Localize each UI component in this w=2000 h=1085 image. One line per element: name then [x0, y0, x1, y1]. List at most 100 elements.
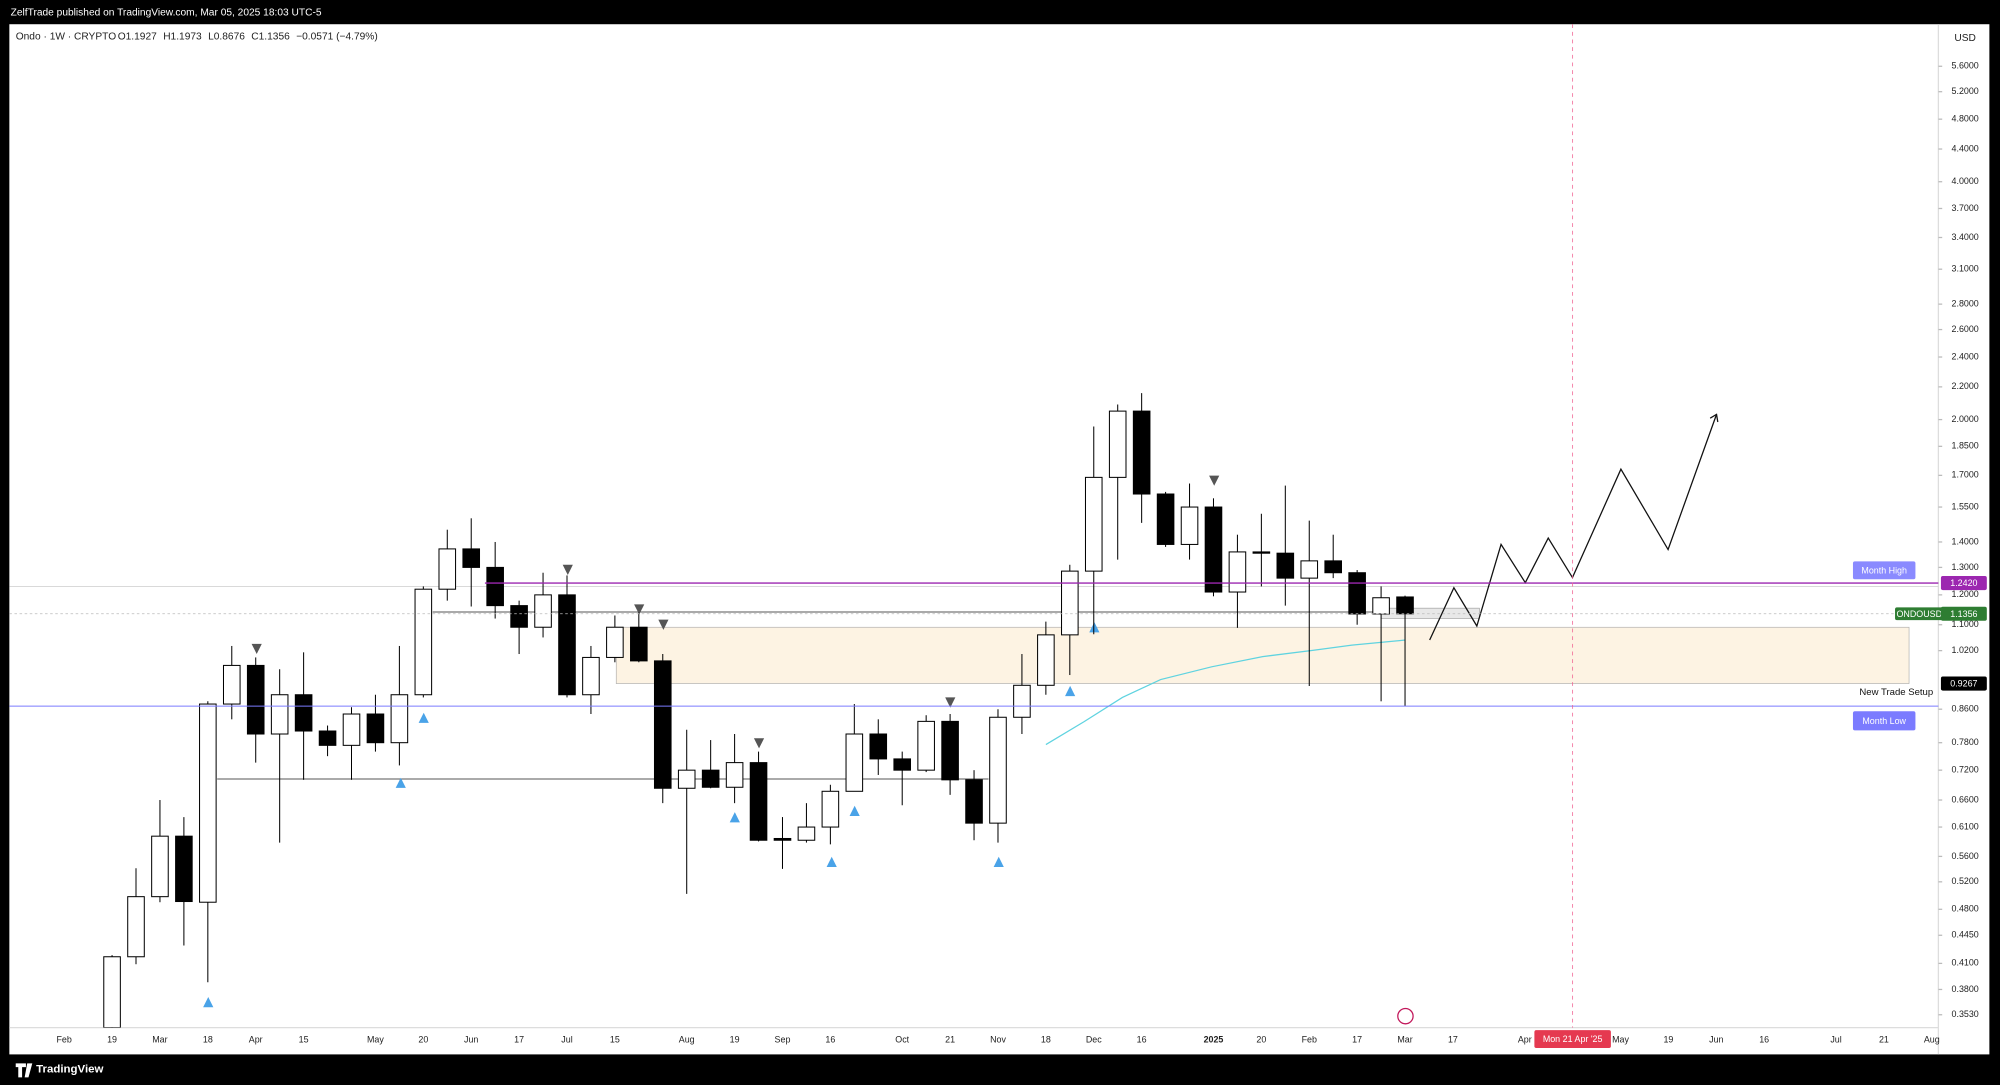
candle-body: [1228, 551, 1247, 593]
candle-body: [989, 716, 1007, 824]
candle-body: [1396, 596, 1414, 615]
signal-up: [729, 812, 740, 823]
level-name-bg: [1895, 607, 1944, 621]
crosshair-label-bg: [1534, 1030, 1611, 1049]
candle-body: [749, 762, 768, 841]
x-tick-label: 19: [730, 1035, 740, 1045]
candle-body: [797, 826, 816, 841]
signal-down: [251, 643, 262, 655]
x-tick-label: Apr: [1518, 1035, 1532, 1045]
level-name: Month High: [1861, 565, 1907, 575]
x-tick-label: 21: [945, 1035, 955, 1045]
y-tick-label: 0.4100: [1952, 958, 1979, 968]
candle-body: [653, 660, 672, 789]
candle-body: [414, 588, 433, 696]
y-tick-label: 1.3000: [1952, 562, 1979, 572]
y-tick-label: 3.1000: [1952, 264, 1979, 274]
candle-body: [821, 790, 840, 828]
candle-body: [1132, 410, 1151, 495]
signal-down: [658, 619, 669, 630]
candle-body: [917, 720, 935, 771]
signal-up: [395, 777, 406, 788]
signal-up: [826, 856, 837, 867]
candle-body: [773, 837, 792, 841]
candle-body: [246, 664, 265, 735]
plot-background: [9, 24, 1990, 1055]
x-tick-label: Feb: [56, 1035, 71, 1045]
ohlc-value: −0.0571 (−4.79%): [296, 32, 378, 43]
signal-up: [1089, 622, 1100, 633]
y-tick-label: 0.3800: [1952, 984, 1979, 994]
ohlc-value: H1.1973: [163, 32, 202, 43]
moving-average: [1045, 639, 1406, 746]
level-price-bg: [1940, 676, 1987, 691]
y-tick-label: 3.4000: [1952, 232, 1979, 242]
candle-body: [127, 896, 145, 958]
x-tick-label: 18: [1041, 1035, 1051, 1045]
projection-path: [1429, 414, 1718, 641]
x-tick-label: 20: [1256, 1035, 1266, 1045]
signal-down: [945, 697, 956, 708]
x-tick-label: May: [367, 1035, 384, 1045]
x-tick-label: Dec: [1086, 1035, 1102, 1045]
brand-logo: [15, 1063, 33, 1078]
candle-body: [677, 769, 696, 789]
x-tick-label: Jul: [1830, 1035, 1841, 1045]
y-tick-label: 2.2000: [1952, 381, 1979, 391]
y-tick-label: 1.5500: [1952, 501, 1979, 511]
y-tick-label: 0.6600: [1952, 794, 1979, 804]
signal-down: [634, 604, 645, 615]
candle-body: [342, 713, 361, 746]
candle-body: [1037, 634, 1055, 686]
symbol: Ondo · 1W · CRYPTO: [16, 32, 116, 43]
x-tick-label: Apr: [249, 1035, 263, 1045]
level-price-bg: [1940, 576, 1987, 591]
candle-body: [1013, 684, 1031, 718]
x-tick-label: 17: [1448, 1035, 1458, 1045]
candle-body: [1324, 560, 1342, 574]
candle-body: [510, 605, 528, 628]
setup-zone: [615, 626, 1910, 684]
x-tick-label: Sep: [775, 1035, 791, 1045]
event-icon[interactable]: [1397, 1007, 1414, 1025]
candle-body: [390, 694, 409, 744]
x-tick-label: Mar: [1397, 1035, 1412, 1045]
level-price: 1.2420: [1950, 578, 1977, 588]
candle-body: [438, 548, 457, 590]
level-name: New Trade Setup: [1859, 687, 1933, 698]
candle-body: [103, 956, 121, 1028]
candle-body: [1204, 506, 1223, 593]
x-tick-label: Mar: [152, 1035, 167, 1045]
y-tick-label: 4.8000: [1952, 114, 1979, 124]
publisher: ZelfTrade published on TradingView.com, …: [11, 7, 322, 18]
candle-body: [151, 835, 169, 898]
y-tick-label: 1.7000: [1952, 470, 1979, 480]
y-tick-label: 5.2000: [1952, 86, 1979, 96]
y-tick-label: 1.2000: [1952, 589, 1979, 599]
signal-down: [1209, 475, 1220, 486]
brand: TradingView: [36, 1064, 103, 1076]
level-price: 0.9267: [1950, 679, 1977, 689]
y-tick-label: 0.5200: [1952, 876, 1979, 886]
y-tick-label: 0.3530: [1952, 1009, 1979, 1019]
x-tick-label: 20: [418, 1035, 428, 1045]
candle-body: [1348, 572, 1366, 615]
signal-down: [562, 564, 573, 576]
x-tick-label: Jul: [561, 1035, 572, 1045]
x-tick-label: 18: [203, 1035, 213, 1045]
x-tick-label: 17: [514, 1035, 524, 1045]
x-tick-label: 19: [107, 1035, 117, 1045]
signal-up: [1065, 685, 1076, 697]
candle-body: [965, 779, 983, 824]
candle-body: [1108, 410, 1127, 478]
candle-body: [582, 656, 600, 696]
y-tick-label: 1.4000: [1952, 536, 1979, 546]
x-tick-label: 16: [1759, 1035, 1769, 1045]
x-tick-label: 21: [1879, 1035, 1889, 1045]
candle-body: [1300, 560, 1319, 579]
candle-body: [175, 835, 193, 903]
plot: [9, 393, 1939, 1028]
x-tick-label: Aug: [1924, 1035, 1940, 1045]
candle-body: [270, 694, 289, 735]
x-tick-label: 17: [1352, 1035, 1362, 1045]
